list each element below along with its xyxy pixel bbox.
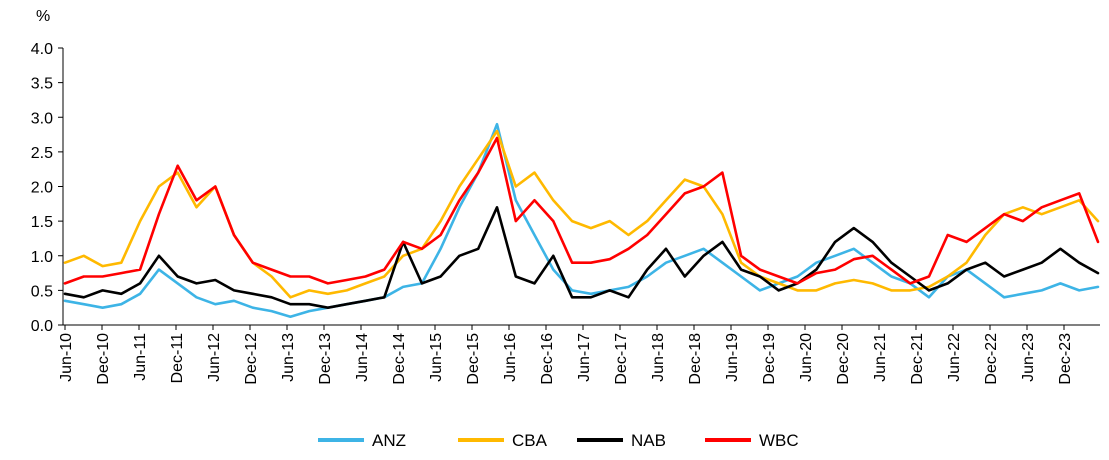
series-line-cba — [63, 129, 1100, 299]
series-lines — [63, 122, 1100, 319]
y-tick-label: 1.5 — [31, 214, 53, 231]
legend-label: ANZ — [372, 431, 406, 450]
x-tick-label: Dec-13 — [317, 333, 334, 385]
x-tick-label: Jun-10 — [58, 333, 75, 382]
x-tick-label: Jun-17 — [576, 333, 593, 382]
x-tick-label: Dec-12 — [243, 333, 260, 385]
x-axis: Jun-10 Dec-10 Jun-11 Dec-11 Jun-12 Dec-12 Jun-… — [58, 325, 1074, 385]
x-tick-label: Jun-13 — [280, 333, 297, 382]
y-tick-label: 2.5 — [31, 145, 53, 162]
x-tick-label: Jun-23 — [1020, 333, 1037, 382]
x-tick-label: Dec-20 — [835, 333, 852, 385]
x-tick-label: Dec-22 — [983, 333, 1000, 385]
x-tick-label: Jun-11 — [132, 333, 149, 381]
y-tick-label: 2.0 — [31, 180, 53, 197]
legend-label: CBA — [512, 431, 548, 450]
x-tick-label: Jun-19 — [724, 333, 741, 382]
x-tick-label: Jun-18 — [650, 333, 667, 382]
x-tick-label: Jun-15 — [428, 333, 445, 382]
series-line-wbc — [63, 136, 1100, 285]
x-tick-label: Dec-10 — [95, 333, 112, 385]
y-unit-label: % — [36, 8, 50, 25]
x-tick-label: Dec-23 — [1057, 333, 1074, 385]
x-tick-label: Dec-19 — [761, 333, 778, 385]
legend-item-cba: CBA — [458, 431, 548, 450]
y-tick-label: 3.5 — [31, 76, 53, 93]
x-tick-label: Dec-18 — [687, 333, 704, 385]
series-line-nab — [63, 206, 1100, 310]
x-tick-label: Jun-20 — [798, 333, 815, 382]
x-tick-label: Dec-11 — [169, 333, 186, 383]
legend-label: WBC — [759, 431, 799, 450]
legend-label: NAB — [631, 431, 666, 450]
x-tick-label: Dec-21 — [909, 333, 926, 385]
y-tick-label: 4.0 — [31, 41, 53, 58]
x-tick-label: Dec-15 — [465, 333, 482, 385]
legend-item-anz: ANZ — [318, 431, 406, 450]
legend-item-nab: NAB — [577, 431, 666, 450]
y-tick-label: 0.5 — [31, 283, 53, 300]
legend: ANZ CBA NAB WBC — [318, 431, 799, 450]
x-tick-label: Dec-16 — [539, 333, 556, 385]
x-tick-label: Jun-21 — [872, 333, 889, 382]
x-tick-label: Jun-12 — [206, 333, 223, 382]
x-tick-label: Jun-16 — [502, 333, 519, 382]
x-tick-label: Jun-22 — [946, 333, 963, 382]
y-tick-label: 3.0 — [31, 110, 53, 127]
x-tick-label: Dec-17 — [613, 333, 630, 385]
y-axis: 0.0 0.5 1.0 1.5 2.0 2.5 3.0 3.5 4.0 — [31, 41, 63, 335]
series-line-anz — [63, 122, 1100, 319]
x-tick-label: Dec-14 — [391, 333, 408, 385]
x-tick-label: Jun-14 — [354, 333, 371, 382]
legend-item-wbc: WBC — [705, 431, 799, 450]
y-tick-label: 1.0 — [31, 249, 53, 266]
y-tick-label: 0.0 — [31, 318, 53, 335]
